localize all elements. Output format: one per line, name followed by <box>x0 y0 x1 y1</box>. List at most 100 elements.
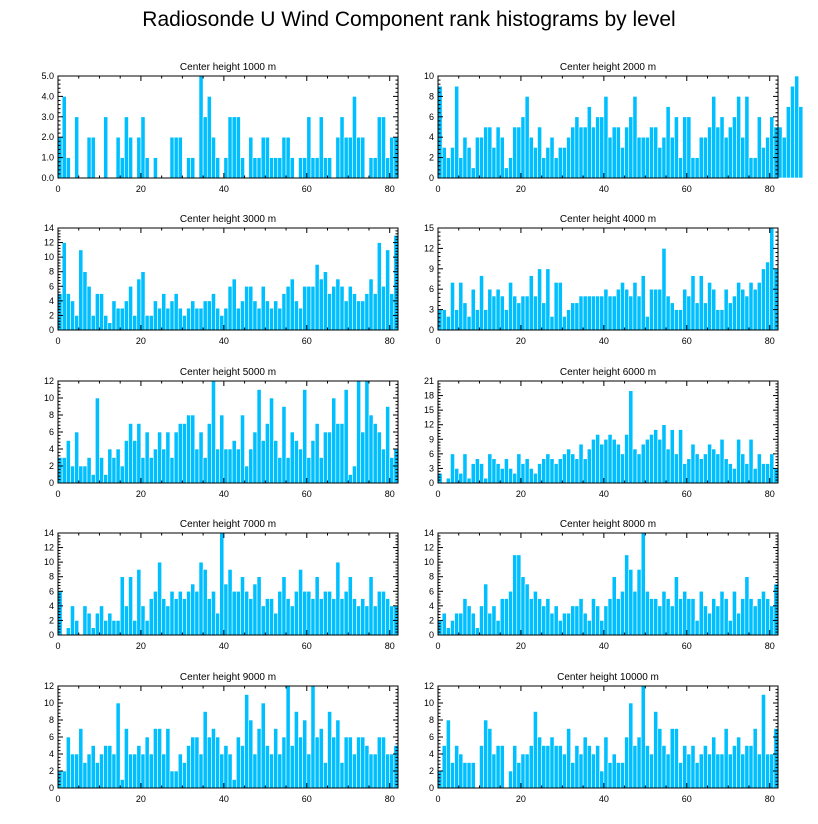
y-tick-label: 14 <box>44 528 54 538</box>
histogram-bar <box>628 116 634 179</box>
histogram-bar <box>690 598 696 636</box>
histogram-bar <box>661 424 667 484</box>
histogram-bar <box>202 457 208 484</box>
histogram-bar <box>508 590 513 636</box>
histogram-bar <box>499 745 505 789</box>
histogram-bar <box>661 136 667 179</box>
histogram-bar <box>310 285 316 331</box>
histogram-bar <box>512 472 518 484</box>
histogram-bar <box>445 719 451 789</box>
histogram-bar <box>90 745 96 789</box>
histogram-bar <box>479 745 484 789</box>
histogram-bar <box>586 295 592 331</box>
histogram-bar <box>153 300 158 331</box>
histogram-bar <box>450 282 455 331</box>
histogram-bar <box>653 598 659 636</box>
histogram-bar <box>516 453 522 484</box>
histogram-bar <box>462 453 468 484</box>
histogram-bar <box>454 612 460 636</box>
histogram-bar <box>194 307 200 331</box>
histogram-bar <box>557 745 563 789</box>
histogram-bar <box>231 116 237 179</box>
histogram-bar <box>302 157 308 179</box>
panel-title: Center height 5000 m <box>180 367 276 378</box>
x-tick-label: 40 <box>599 794 609 804</box>
histogram-bar <box>140 457 146 484</box>
x-tick-label: 80 <box>385 641 395 651</box>
histogram-bar <box>727 463 733 484</box>
histogram-bar <box>537 126 542 179</box>
histogram-bar <box>678 762 683 789</box>
histogram-bar <box>711 96 717 179</box>
histogram-bar <box>524 583 530 636</box>
histogram-bar <box>437 309 443 331</box>
histogram-bar <box>499 136 505 179</box>
histogram-bar <box>466 762 472 789</box>
histogram-bar <box>657 728 663 789</box>
histogram-bar <box>454 85 460 179</box>
histogram-bar <box>582 736 588 789</box>
x-tick-label: 20 <box>516 184 526 194</box>
histogram-bar <box>177 136 183 179</box>
histogram-bar <box>479 605 484 636</box>
histogram-bar <box>347 136 353 179</box>
histogram-bar <box>499 295 505 331</box>
histogram-bar <box>372 423 378 484</box>
histogram-bar <box>533 472 538 484</box>
histogram-bar <box>545 598 551 636</box>
histogram-bar <box>723 288 729 331</box>
histogram-bar <box>115 620 121 636</box>
histogram-bar <box>148 753 154 789</box>
histogram-bar <box>111 300 117 331</box>
histogram-bar <box>223 583 229 636</box>
histogram-bar <box>607 295 613 331</box>
histogram-bar <box>553 463 559 484</box>
histogram-bar <box>674 116 679 179</box>
histogram-bar <box>376 431 382 484</box>
histogram-bar <box>352 598 357 636</box>
histogram-bar <box>194 736 200 789</box>
histogram-bar <box>528 598 534 636</box>
histogram-bar <box>727 620 733 636</box>
x-tick-label: 40 <box>599 641 609 651</box>
histogram-bar <box>381 116 386 179</box>
histogram-bar <box>545 745 551 789</box>
histogram-bar <box>347 285 353 331</box>
x-tick-label: 60 <box>302 641 312 651</box>
histogram-bar <box>690 745 696 789</box>
histogram-bar <box>557 147 563 179</box>
histogram-bar <box>219 414 225 484</box>
x-tick-label: 60 <box>302 489 312 499</box>
histogram-bar <box>327 711 332 789</box>
histogram-bar <box>223 745 229 789</box>
histogram-bar <box>686 598 692 636</box>
histogram-bar <box>252 431 258 484</box>
histogram-bar <box>595 745 601 789</box>
histogram-bar <box>95 762 100 789</box>
histogram-bar <box>173 770 179 789</box>
histogram-bar <box>582 295 588 331</box>
histogram-bar <box>182 598 187 636</box>
histogram-bar <box>562 316 567 331</box>
histogram-bar <box>445 477 451 484</box>
histogram-bar <box>649 434 654 484</box>
histogram-bar <box>318 116 324 179</box>
histogram-bar <box>356 380 361 484</box>
plot-frame <box>57 532 399 636</box>
histogram-panel: Center height 8000 m 0 20 40 60 80 0 2 4 6 8 10 12 14 <box>424 519 779 651</box>
histogram-bar <box>574 458 580 484</box>
histogram-panel: Center height 10000 m 0 20 40 60 80 0 2 4 6 8 10 12 <box>424 672 779 804</box>
y-tick-label: 15 <box>424 223 434 233</box>
histogram-bar <box>649 126 654 179</box>
histogram-bar <box>107 322 113 331</box>
histogram-bar <box>595 605 601 636</box>
y-tick-label: 3 <box>429 463 434 473</box>
histogram-bar <box>289 278 295 331</box>
histogram-bar <box>632 590 638 636</box>
histogram-panel: Center height 7000 m 0 20 40 60 80 0 2 4 6 8 10 12 14 <box>44 519 399 651</box>
histogram-bar <box>781 136 787 179</box>
histogram-bar <box>665 753 671 789</box>
histogram-bar <box>740 288 746 331</box>
histogram-bar <box>640 136 646 179</box>
histogram-bar <box>215 157 221 179</box>
